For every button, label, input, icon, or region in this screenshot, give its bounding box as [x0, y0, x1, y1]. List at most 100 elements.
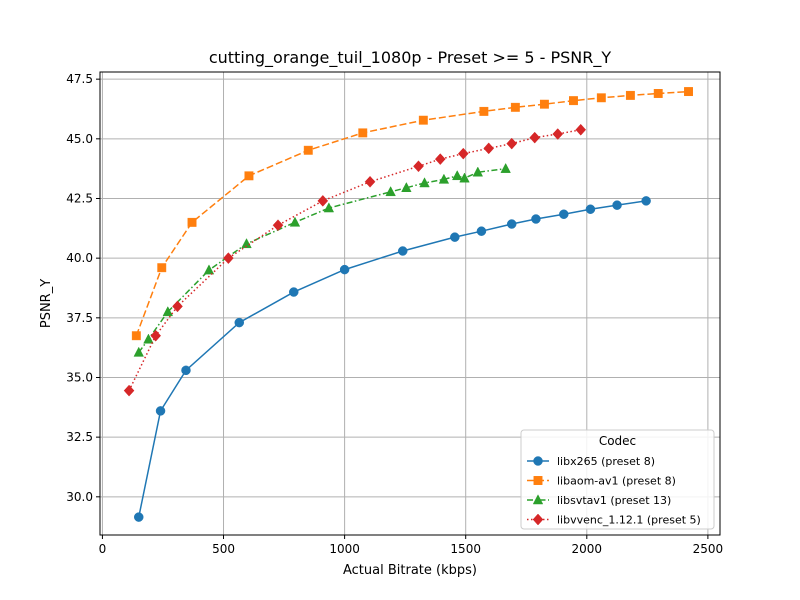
data-point	[506, 137, 518, 150]
series-1	[134, 196, 651, 522]
data-point	[162, 306, 174, 317]
legend-marker	[532, 494, 544, 505]
data-point	[476, 226, 487, 236]
legend-entry: libaom-av1 (preset 8)	[527, 475, 676, 488]
x-tick-label: 2500	[693, 542, 724, 556]
y-tick-label: 35.0	[66, 370, 93, 384]
data-point	[123, 384, 135, 397]
data-point	[413, 160, 424, 173]
data-point	[653, 89, 663, 98]
data-point	[150, 329, 162, 342]
data-point	[155, 406, 166, 416]
y-tick-label: 37.5	[66, 311, 93, 325]
data-point	[203, 264, 215, 275]
chart-title: cutting_orange_tuil_1080p - Preset >= 5 …	[209, 48, 612, 68]
series-3	[133, 162, 511, 357]
data-point	[234, 317, 245, 328]
data-point	[223, 252, 234, 265]
data-point	[479, 106, 489, 116]
data-point	[131, 331, 141, 341]
data-point	[339, 264, 350, 275]
data-point	[289, 287, 299, 297]
data-point	[133, 346, 144, 357]
data-point	[385, 186, 396, 197]
data-point	[585, 204, 596, 214]
data-point	[418, 115, 428, 125]
data-point	[472, 166, 484, 177]
legend-entry: libvvenc_1.12.1 (preset 5)	[527, 514, 701, 527]
data-point	[510, 102, 520, 112]
data-point	[134, 512, 144, 522]
data-point	[438, 173, 450, 184]
data-point	[684, 87, 693, 97]
data-point	[187, 217, 197, 227]
data-point	[157, 263, 167, 273]
y-tick-label: 47.5	[66, 72, 93, 86]
data-point	[575, 123, 587, 136]
data-point	[569, 96, 578, 106]
data-point	[272, 219, 284, 232]
data-point	[506, 219, 517, 229]
data-point	[317, 195, 329, 207]
data-point	[452, 170, 463, 181]
x-tick-label: 500	[212, 542, 235, 556]
x-tick-label: 0	[99, 542, 107, 556]
data-point	[559, 209, 569, 219]
data-point	[529, 131, 541, 144]
data-point	[612, 200, 622, 210]
data-point	[401, 182, 412, 192]
axis-ticks: 0 500 1000 1500 2000 2500 30.0 32.5 35.0 37.5 40.0…	[66, 72, 723, 556]
x-tick-label: 2000	[572, 542, 603, 556]
y-axis-label: PSNR_Y	[39, 279, 54, 328]
y-tick-label: 40.0	[66, 251, 93, 265]
data-point	[539, 99, 549, 109]
data-point	[241, 238, 252, 249]
series-2	[131, 87, 693, 341]
x-tick-label: 1000	[329, 542, 360, 556]
data-point	[323, 202, 335, 213]
data-point	[181, 365, 191, 376]
data-point	[483, 142, 495, 155]
plot-frame	[99, 71, 721, 536]
data-point	[625, 90, 635, 100]
y-tick-label: 32.5	[66, 430, 93, 444]
data-point	[289, 216, 301, 227]
legend-entry: libsvtav1 (preset 13)	[527, 494, 671, 507]
legend-marker	[533, 476, 543, 485]
data-point	[303, 145, 313, 155]
y-tick-label: 45.0	[66, 132, 93, 146]
grid	[100, 72, 720, 535]
series-4	[123, 123, 587, 397]
data-point	[172, 300, 183, 313]
data-point	[596, 93, 606, 103]
data-point	[450, 232, 460, 242]
data-point	[531, 214, 541, 224]
data-point	[552, 128, 564, 140]
y-tick-label: 30.0	[66, 490, 93, 504]
data-point	[500, 162, 511, 173]
data-point	[358, 128, 368, 138]
data-point	[419, 177, 430, 188]
data-point	[641, 196, 651, 206]
legend-label: libvvenc_1.12.1 (preset 5)	[557, 514, 701, 527]
legend-label: libx265 (preset 8)	[557, 455, 655, 468]
data-point	[244, 171, 254, 181]
data-point	[457, 147, 469, 160]
legend-marker	[533, 456, 543, 466]
data-point	[143, 333, 154, 344]
legend-box	[520, 429, 715, 530]
legend-label: libsvtav1 (preset 13)	[557, 494, 671, 507]
y-tick-label: 42.5	[66, 191, 93, 205]
legend: Codec libx265 (preset 8) libaom-av1 (pres…	[520, 429, 715, 530]
data-point	[434, 153, 446, 165]
legend-entry: libx265 (preset 8)	[527, 455, 655, 468]
legend-marker	[532, 513, 544, 526]
data-point	[364, 175, 376, 188]
legend-title: Codec	[599, 434, 636, 448]
legend-label: libaom-av1 (preset 8)	[557, 475, 676, 488]
plot-series	[123, 87, 693, 522]
data-point	[397, 246, 408, 256]
data-point	[459, 172, 470, 183]
x-tick-label: 1500	[450, 542, 481, 556]
